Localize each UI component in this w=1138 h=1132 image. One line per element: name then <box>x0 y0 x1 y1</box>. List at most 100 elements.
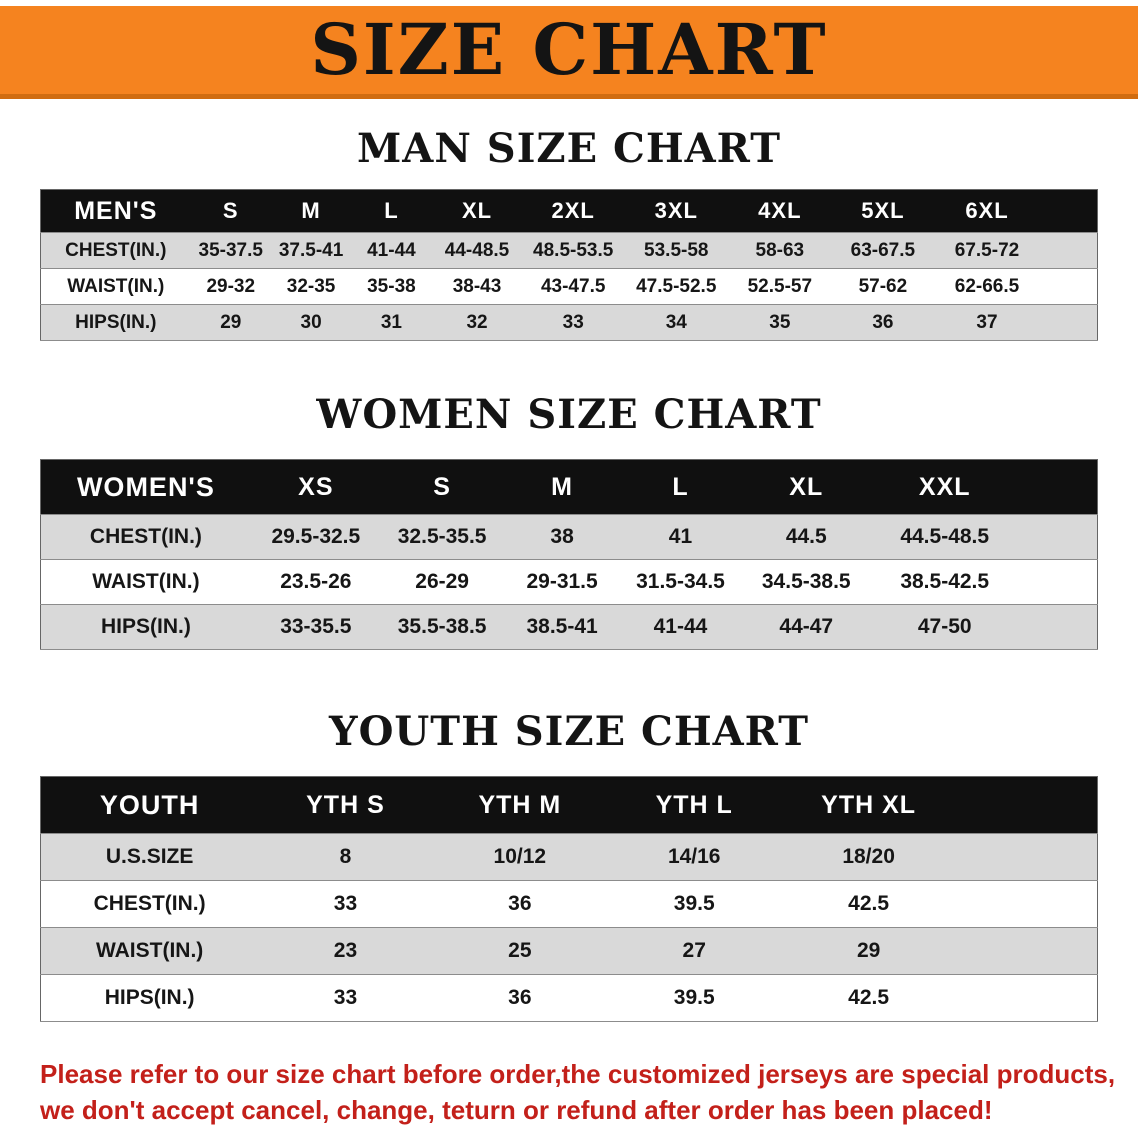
measurement-value-cell: 42.5 <box>781 974 956 1022</box>
row-spacer-cell <box>955 833 1098 881</box>
measurement-row: HIPS(IN.) 33-35.5 35.5-38.5 38.5-41 41-44 44-… <box>40 604 1098 650</box>
measurement-value-cell: 8 <box>258 833 433 881</box>
measurement-value-cell: 52.5-57 <box>728 268 832 305</box>
row-spacer-cell <box>1017 604 1098 650</box>
measurement-value-cell: 34.5-38.5 <box>740 559 873 605</box>
measurement-value-cell: 29 <box>190 304 271 341</box>
size-header-cell: YTH M <box>432 776 608 834</box>
size-header-cell: XS <box>250 459 381 515</box>
women-table-body: CHEST(IN.) 29.5-32.5 32.5-35.5 38 41 44.5 44.5… <box>40 514 1098 650</box>
measurement-value-cell: 35.5-38.5 <box>380 604 504 650</box>
measurement-value-cell: 38.5-42.5 <box>872 559 1018 605</box>
measurement-row: CHEST(IN.) 29.5-32.5 32.5-35.5 38 41 44.5 44.5… <box>40 514 1098 560</box>
measurement-value-cell: 41-44 <box>351 232 432 269</box>
measurement-value-cell: 44.5-48.5 <box>872 514 1018 560</box>
measurement-value-cell: 32 <box>431 304 523 341</box>
size-header-cell: L <box>351 189 432 233</box>
women-section-heading: WOMEN SIZE CHART <box>316 391 822 438</box>
measurement-value-cell: 44-47 <box>740 604 873 650</box>
measurement-value-cell: 33 <box>258 974 433 1022</box>
measurement-value-cell: 48.5-53.5 <box>522 232 624 269</box>
table-title-cell: WOMEN'S <box>40 459 251 515</box>
measurement-value-cell: 41 <box>620 514 741 560</box>
measurement-value-cell: 29.5-32.5 <box>250 514 381 560</box>
size-header-cell: 4XL <box>728 189 832 233</box>
measurement-value-cell: 29-31.5 <box>503 559 621 605</box>
row-spacer-cell <box>955 974 1098 1022</box>
row-label-cell: WAIST(IN.) <box>40 268 191 305</box>
size-header-cell: YTH L <box>607 776 782 834</box>
size-chart-banner: SIZE CHART <box>0 6 1138 99</box>
measurement-value-cell: 31.5-34.5 <box>620 559 741 605</box>
row-label-cell: WAIST(IN.) <box>40 559 251 605</box>
measurement-row: HIPS(IN.) 29 30 31 32 33 34 35 36 37 <box>40 304 1098 341</box>
women-header-row: WOMEN'S XS S M L XL XXL <box>40 459 1098 515</box>
size-header-cell: YTH S <box>258 776 433 834</box>
row-spacer-cell <box>1039 304 1098 341</box>
men-size-table: MEN'S S M L XL 2XL 3XL 4XL 5XL 6XL CHEST(IN.) 35-3… <box>40 189 1098 341</box>
measurement-value-cell: 36 <box>831 304 935 341</box>
disclaimer-line-2: we don't accept cancel, change, teturn o… <box>40 1095 993 1126</box>
disclaimer: Please refer to our size chart before or… <box>40 1056 1118 1129</box>
youth-section-heading: YOUTH SIZE CHART <box>329 708 809 755</box>
measurement-value-cell: 58-63 <box>728 232 832 269</box>
measurement-value-cell: 29-32 <box>190 268 271 305</box>
measurement-row: CHEST(IN.) 35-37.5 37.5-41 41-44 44-48.5 48.5… <box>40 232 1098 269</box>
measurement-value-cell: 39.5 <box>607 880 782 928</box>
header-spacer-cell <box>1017 459 1098 515</box>
measurement-value-cell: 23 <box>258 927 433 975</box>
measurement-value-cell: 30 <box>270 304 352 341</box>
size-header-cell: 6XL <box>934 189 1040 233</box>
measurement-value-cell: 32-35 <box>270 268 352 305</box>
row-spacer-cell <box>1017 559 1098 605</box>
measurement-row: CHEST(IN.) 33 36 39.5 42.5 <box>40 880 1098 928</box>
measurement-value-cell: 62-66.5 <box>934 268 1040 305</box>
measurement-value-cell: 47.5-52.5 <box>623 268 729 305</box>
measurement-row: WAIST(IN.) 23.5-26 26-29 29-31.5 31.5-34.5 34… <box>40 559 1098 605</box>
row-label-cell: CHEST(IN.) <box>40 880 259 928</box>
size-header-cell: XL <box>431 189 523 233</box>
size-header-cell: 2XL <box>522 189 624 233</box>
measurement-value-cell: 25 <box>432 927 608 975</box>
row-label-cell: U.S.SIZE <box>40 833 259 881</box>
row-label-cell: CHEST(IN.) <box>40 514 251 560</box>
measurement-value-cell: 33 <box>258 880 433 928</box>
measurement-value-cell: 37 <box>934 304 1040 341</box>
men-header-row: MEN'S S M L XL 2XL 3XL 4XL 5XL 6XL <box>40 189 1098 233</box>
size-header-cell: S <box>190 189 271 233</box>
measurement-value-cell: 42.5 <box>781 880 956 928</box>
measurement-row: WAIST(IN.) 29-32 32-35 35-38 38-43 43-47.5 47.… <box>40 268 1098 305</box>
size-header-cell: M <box>503 459 621 515</box>
measurement-value-cell: 38 <box>503 514 621 560</box>
men-table-body: CHEST(IN.) 35-37.5 37.5-41 41-44 44-48.5 48.5… <box>40 232 1098 341</box>
row-spacer-cell <box>1039 268 1098 305</box>
measurement-value-cell: 35 <box>728 304 832 341</box>
size-header-cell: L <box>620 459 741 515</box>
row-label-cell: CHEST(IN.) <box>40 232 191 269</box>
youth-header-row: YOUTH YTH S YTH M YTH L YTH XL <box>40 776 1098 834</box>
men-size-section: MAN SIZE CHART MEN'S S M L XL 2XL 3XL 4XL 5XL 6XL… <box>0 129 1138 341</box>
measurement-value-cell: 39.5 <box>607 974 782 1022</box>
size-chart-title: SIZE CHART <box>310 8 828 91</box>
measurement-value-cell: 33 <box>522 304 624 341</box>
size-header-cell: YTH XL <box>781 776 956 834</box>
measurement-value-cell: 57-62 <box>831 268 935 305</box>
size-header-cell: S <box>380 459 504 515</box>
measurement-value-cell: 31 <box>351 304 432 341</box>
measurement-value-cell: 43-47.5 <box>522 268 624 305</box>
measurement-value-cell: 10/12 <box>432 833 608 881</box>
youth-size-section: YOUTH SIZE CHART YOUTH YTH S YTH M YTH L YTH… <box>0 712 1138 1022</box>
measurement-row: HIPS(IN.) 33 36 39.5 42.5 <box>40 974 1098 1022</box>
measurement-value-cell: 36 <box>432 880 608 928</box>
measurement-value-cell: 41-44 <box>620 604 741 650</box>
header-spacer-cell <box>955 776 1098 834</box>
measurement-value-cell: 38-43 <box>431 268 523 305</box>
disclaimer-line-1: Please refer to our size chart before or… <box>40 1059 1116 1089</box>
size-header-cell: M <box>270 189 352 233</box>
measurement-value-cell: 44.5 <box>740 514 873 560</box>
header-spacer-cell <box>1039 189 1098 233</box>
table-title-cell: YOUTH <box>40 776 259 834</box>
measurement-value-cell: 18/20 <box>781 833 956 881</box>
size-header-cell: XL <box>740 459 873 515</box>
